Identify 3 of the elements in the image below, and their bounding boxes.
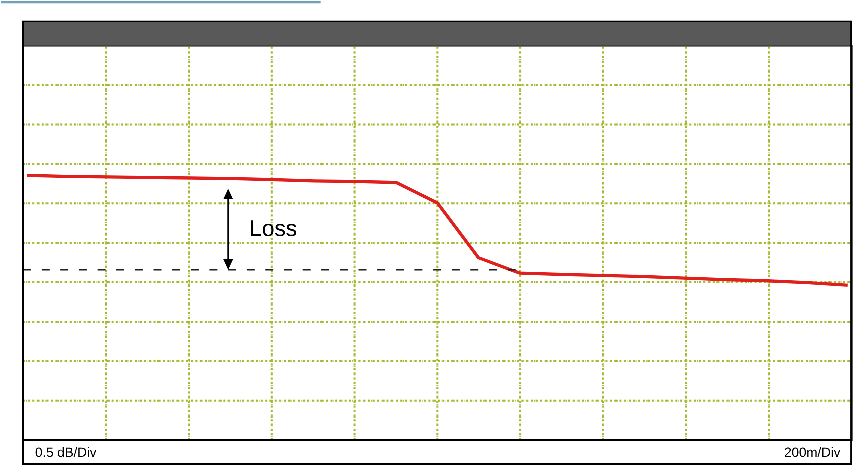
text: 200m/Div bbox=[785, 447, 841, 458]
annotation: Loss bbox=[251, 220, 297, 236]
text: 0.5 dB/Div bbox=[36, 447, 97, 458]
